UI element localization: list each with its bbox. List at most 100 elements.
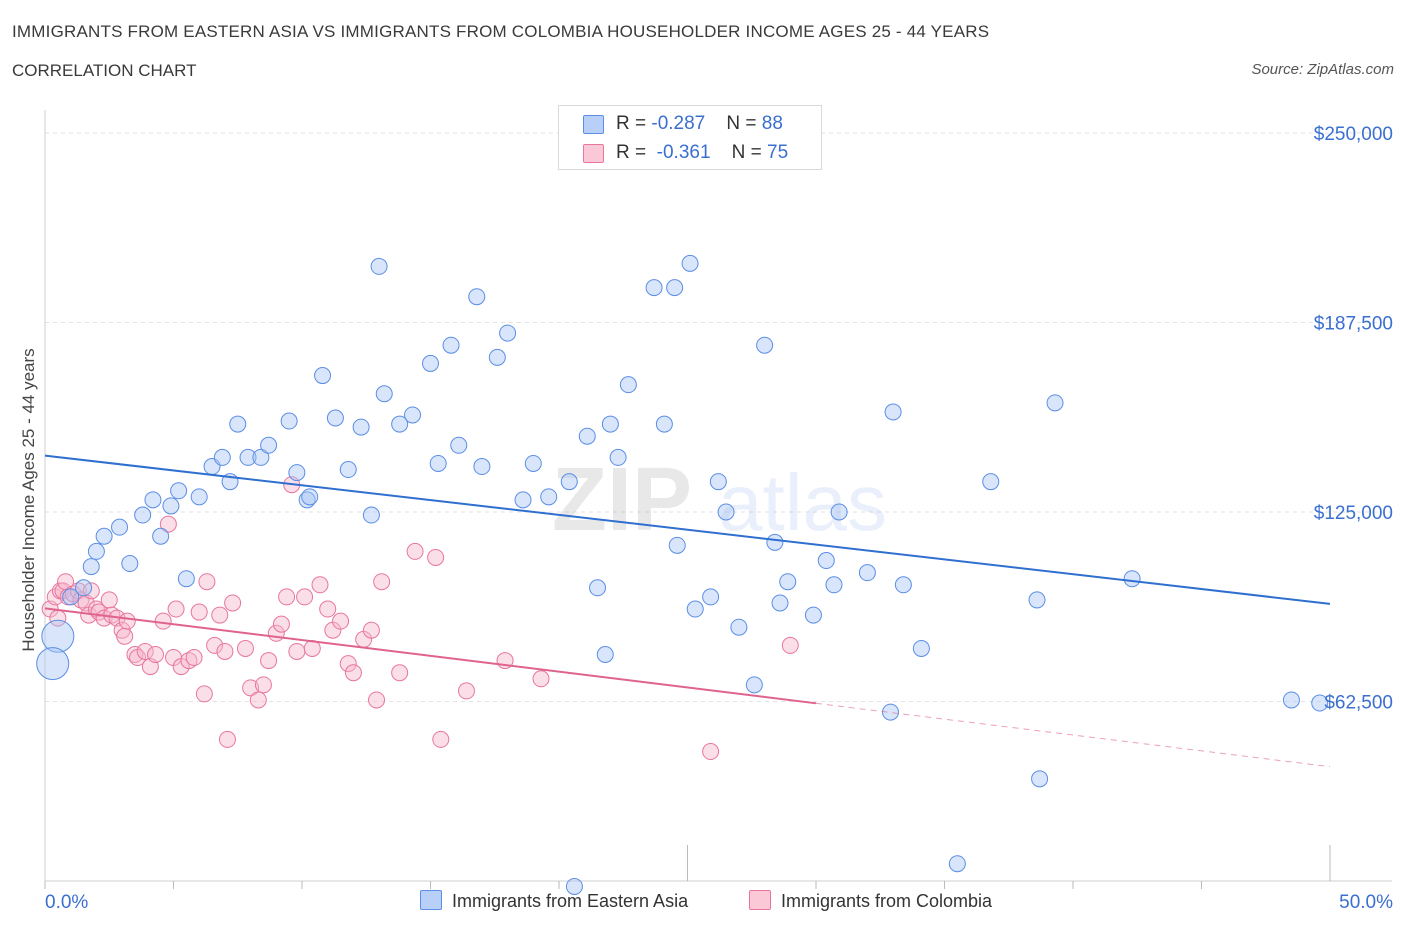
legend-r-label: R = [616, 142, 652, 163]
eastern-asia-point [514, 491, 532, 509]
eastern-asia-point [655, 415, 673, 433]
colombia-point [362, 621, 380, 639]
eastern-asia-point [352, 418, 370, 436]
bottom-legend-colombia: Immigrants from Colombia [749, 890, 992, 912]
eastern-asia-point [229, 415, 247, 433]
eastern-asia-point [578, 427, 596, 445]
legend-n-label: N = [731, 142, 768, 163]
legend-n-value: 75 [767, 142, 789, 163]
eastern-asia-point [717, 503, 735, 521]
legend-r-value: -0.361 [656, 142, 711, 163]
eastern-asia-point [75, 579, 93, 597]
eastern-asia-point [499, 324, 517, 342]
eastern-asia-point [177, 570, 195, 588]
colombia-point [260, 652, 278, 670]
colombia-trend-line [44, 607, 817, 705]
eastern-asia-point [326, 409, 344, 427]
grid-lines [45, 132, 1392, 702]
legend-r-label: R = [616, 113, 652, 134]
eastern-asia-point [709, 473, 727, 491]
eastern-asia-point [298, 491, 316, 509]
colombia-point [332, 612, 350, 630]
bottom-legend-swatch-pink [749, 890, 771, 910]
eastern-asia-point [429, 454, 447, 472]
colombia-point [190, 603, 208, 621]
eastern-asia-point [804, 606, 822, 624]
colombia-points [41, 476, 799, 761]
colombia-point [136, 642, 154, 660]
eastern-asia-point [260, 436, 278, 454]
colombia-point [254, 676, 272, 694]
colombia-point [154, 612, 172, 630]
eastern-asia-point [213, 448, 231, 466]
eastern-asia-point [702, 588, 720, 606]
stats-legend: R = -0.287 N = 88 R = -0.361 N = 75 [558, 105, 822, 170]
watermark: ZIP atlas [552, 450, 887, 550]
eastern-asia-point [36, 647, 70, 681]
eastern-asia-point [619, 376, 637, 394]
eastern-asia-point [468, 288, 486, 306]
eastern-asia-point [121, 555, 139, 573]
colombia-point [702, 743, 720, 761]
watermark-zip: ZIP [552, 450, 692, 550]
eastern-asia-point [756, 336, 774, 354]
colombia-point [319, 600, 337, 618]
eastern-asia-point [1046, 394, 1064, 412]
colombia-point [159, 515, 177, 533]
eastern-asia-point [450, 436, 468, 454]
eastern-asia-point [170, 482, 188, 500]
eastern-asia-point [1311, 694, 1329, 712]
y-tick-label: $125,000 [1314, 503, 1393, 524]
colombia-point [344, 664, 362, 682]
y-tick-label: $62,500 [1324, 693, 1393, 714]
eastern-asia-point [681, 254, 699, 272]
colombia-point [249, 691, 267, 709]
eastern-asia-point [686, 600, 704, 618]
eastern-asia-point [362, 506, 380, 524]
colombia-point [216, 642, 234, 660]
colombia-point [272, 615, 290, 633]
trend-lines [44, 454, 1331, 768]
colombia-point [118, 612, 136, 630]
eastern-asia-point [948, 855, 966, 873]
colombia-point [206, 636, 224, 654]
eastern-asia-point [442, 336, 460, 354]
legend-n-value: 88 [761, 113, 783, 134]
colombia-trend-extension [815, 702, 1331, 768]
y-tick-label: $250,000 [1314, 124, 1393, 145]
y-axis-label: Householder Income Ages 25 - 44 years [19, 348, 38, 652]
x-tick-label: 0.0% [45, 892, 88, 913]
colombia-point [457, 682, 475, 700]
axes [44, 110, 1392, 889]
legend-swatch-pink [583, 144, 604, 163]
eastern-asia-point [404, 406, 422, 424]
colombia-point [296, 588, 314, 606]
eastern-asia-point [162, 497, 180, 515]
eastern-asia-point [982, 473, 1000, 491]
eastern-asia-point [666, 279, 684, 297]
eastern-asia-point [771, 594, 789, 612]
bottom-legend-eastern-asia: Immigrants from Eastern Asia [420, 890, 688, 912]
eastern-asia-point [62, 588, 80, 606]
eastern-asia-point [524, 454, 542, 472]
colombia-point [781, 636, 799, 654]
eastern-asia-point [370, 257, 388, 275]
y-tick-label: $187,500 [1314, 314, 1393, 335]
eastern-asia-point [589, 579, 607, 597]
eastern-asia-point [894, 576, 912, 594]
eastern-asia-point [190, 488, 208, 506]
colombia-point [288, 642, 306, 660]
colombia-point [198, 573, 216, 591]
legend-n-label: N = [726, 113, 762, 134]
legend-swatch-blue [583, 115, 604, 134]
eastern-asia-point [882, 703, 900, 721]
eastern-asia-point [314, 367, 332, 385]
colombia-point [432, 730, 450, 748]
colombia-point [406, 542, 424, 560]
watermark-atlas: atlas [718, 458, 887, 547]
eastern-asia-point [473, 458, 491, 476]
colombia-point [311, 576, 329, 594]
colombia-point [391, 664, 409, 682]
eastern-asia-point [668, 536, 686, 554]
eastern-asia-point [391, 415, 409, 433]
